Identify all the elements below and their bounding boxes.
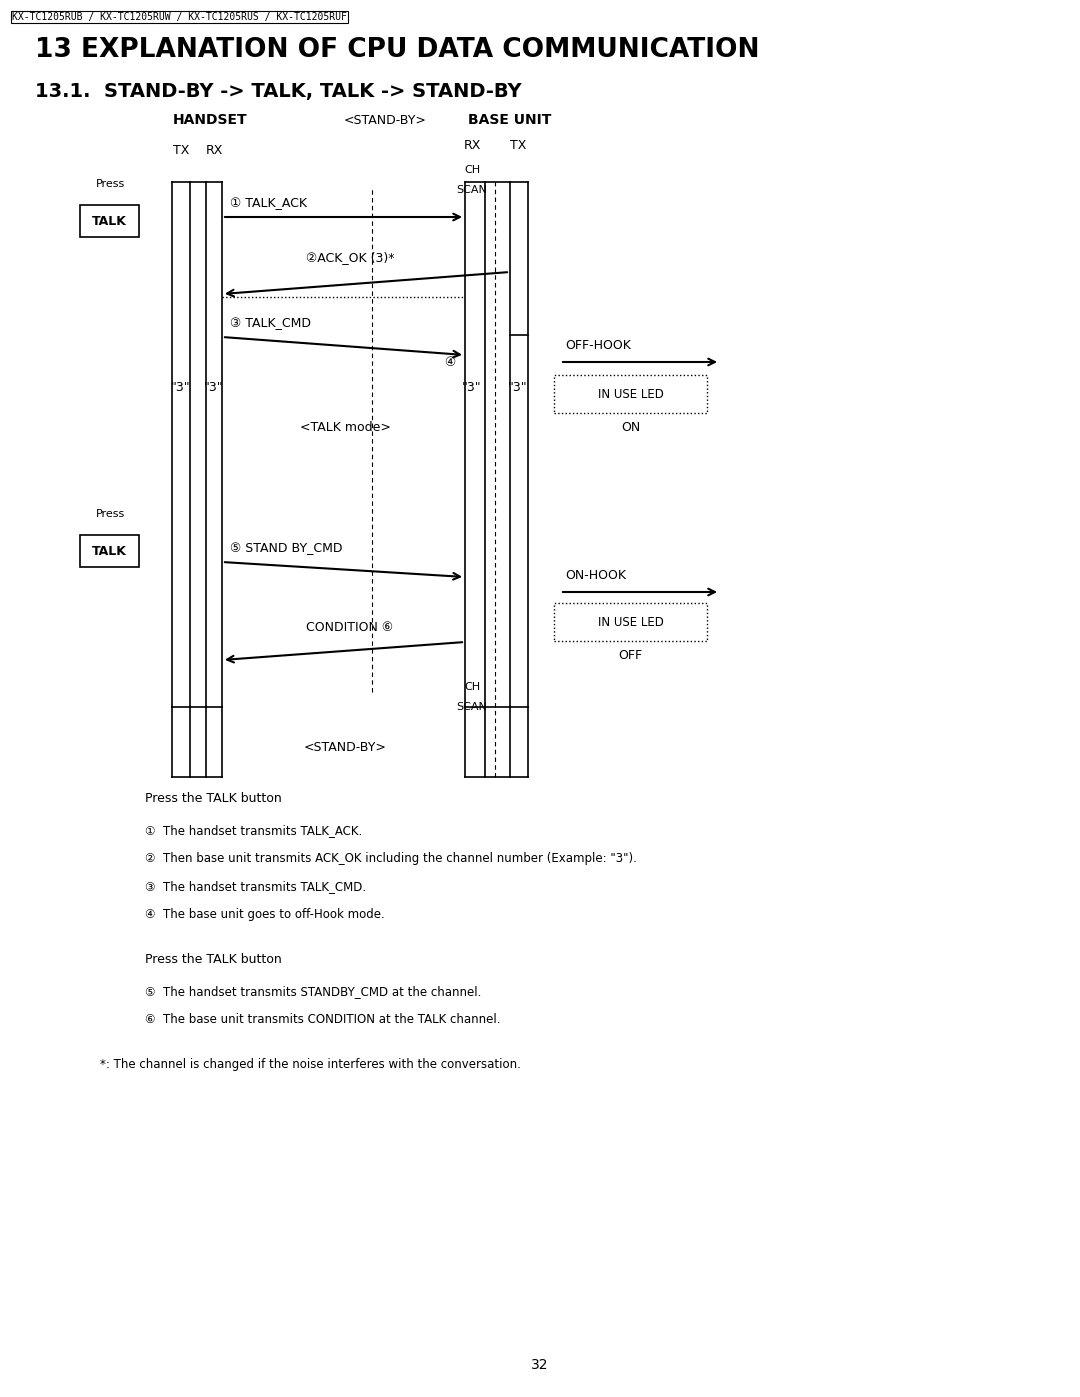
Text: BASE UNIT: BASE UNIT [469,113,552,127]
Text: ②  Then base unit transmits ACK_OK including the channel number (Example: "3").: ② Then base unit transmits ACK_OK includ… [145,852,637,865]
Text: ①  The handset transmits TALK_ACK.: ① The handset transmits TALK_ACK. [145,824,362,837]
Text: TALK: TALK [92,545,127,557]
Text: Press the TALK button: Press the TALK button [145,792,282,805]
Text: <STAND-BY>: <STAND-BY> [303,740,387,753]
FancyBboxPatch shape [80,205,139,237]
Text: ④  The base unit goes to off-Hook mode.: ④ The base unit goes to off-Hook mode. [145,908,384,921]
FancyBboxPatch shape [554,374,707,414]
Text: Press: Press [95,179,124,189]
Text: "3": "3" [462,380,482,394]
Text: TX: TX [510,138,526,152]
Text: SCAN: SCAN [457,184,487,196]
Text: <TALK mode>: <TALK mode> [299,420,391,433]
Text: <STAND-BY>: <STAND-BY> [343,115,427,127]
Text: ⑤ STAND BY_CMD: ⑤ STAND BY_CMD [230,542,342,555]
Text: CONDITION ⑥: CONDITION ⑥ [307,622,393,634]
Text: IN USE LED: IN USE LED [597,616,663,629]
Text: IN USE LED: IN USE LED [597,387,663,401]
Text: Press the TALK button: Press the TALK button [145,953,282,965]
Text: SCAN: SCAN [457,703,487,712]
FancyBboxPatch shape [554,604,707,641]
Text: RX: RX [463,138,481,152]
Text: ④: ④ [444,355,455,369]
Text: OFF: OFF [619,650,643,662]
FancyBboxPatch shape [80,535,139,567]
Text: HANDSET: HANDSET [173,113,247,127]
Text: ②ACK_OK (3)*: ②ACK_OK (3)* [306,251,394,264]
Text: CH: CH [464,165,481,175]
Text: KX-TC1205RUB / KX-TC1205RUW / KX-TC1205RUS / KX-TC1205RUF: KX-TC1205RUB / KX-TC1205RUW / KX-TC1205R… [12,13,347,22]
Text: ON-HOOK: ON-HOOK [565,569,626,583]
Text: TALK: TALK [92,215,127,228]
Text: 13 EXPLANATION OF CPU DATA COMMUNICATION: 13 EXPLANATION OF CPU DATA COMMUNICATION [35,36,759,63]
Text: Press: Press [95,509,124,520]
Text: 13.1.  STAND-BY -> TALK, TALK -> STAND-BY: 13.1. STAND-BY -> TALK, TALK -> STAND-BY [35,82,522,101]
Text: *: The channel is changed if the noise interferes with the conversation.: *: The channel is changed if the noise i… [100,1058,521,1071]
Text: CH: CH [464,682,481,692]
Text: "3": "3" [509,380,528,394]
Text: ① TALK_ACK: ① TALK_ACK [230,197,307,210]
Text: ON: ON [621,420,640,434]
Text: ③  The handset transmits TALK_CMD.: ③ The handset transmits TALK_CMD. [145,880,366,893]
Text: OFF-HOOK: OFF-HOOK [565,339,631,352]
Text: ⑥  The base unit transmits CONDITION at the TALK channel.: ⑥ The base unit transmits CONDITION at t… [145,1013,500,1025]
Text: TX: TX [173,144,189,156]
Text: 32: 32 [531,1358,549,1372]
Text: RX: RX [205,144,222,156]
Text: "3": "3" [204,380,224,394]
Text: ③ TALK_CMD: ③ TALK_CMD [230,317,311,330]
Text: ⑤  The handset transmits STANDBY_CMD at the channel.: ⑤ The handset transmits STANDBY_CMD at t… [145,985,482,997]
Text: "3": "3" [172,380,191,394]
